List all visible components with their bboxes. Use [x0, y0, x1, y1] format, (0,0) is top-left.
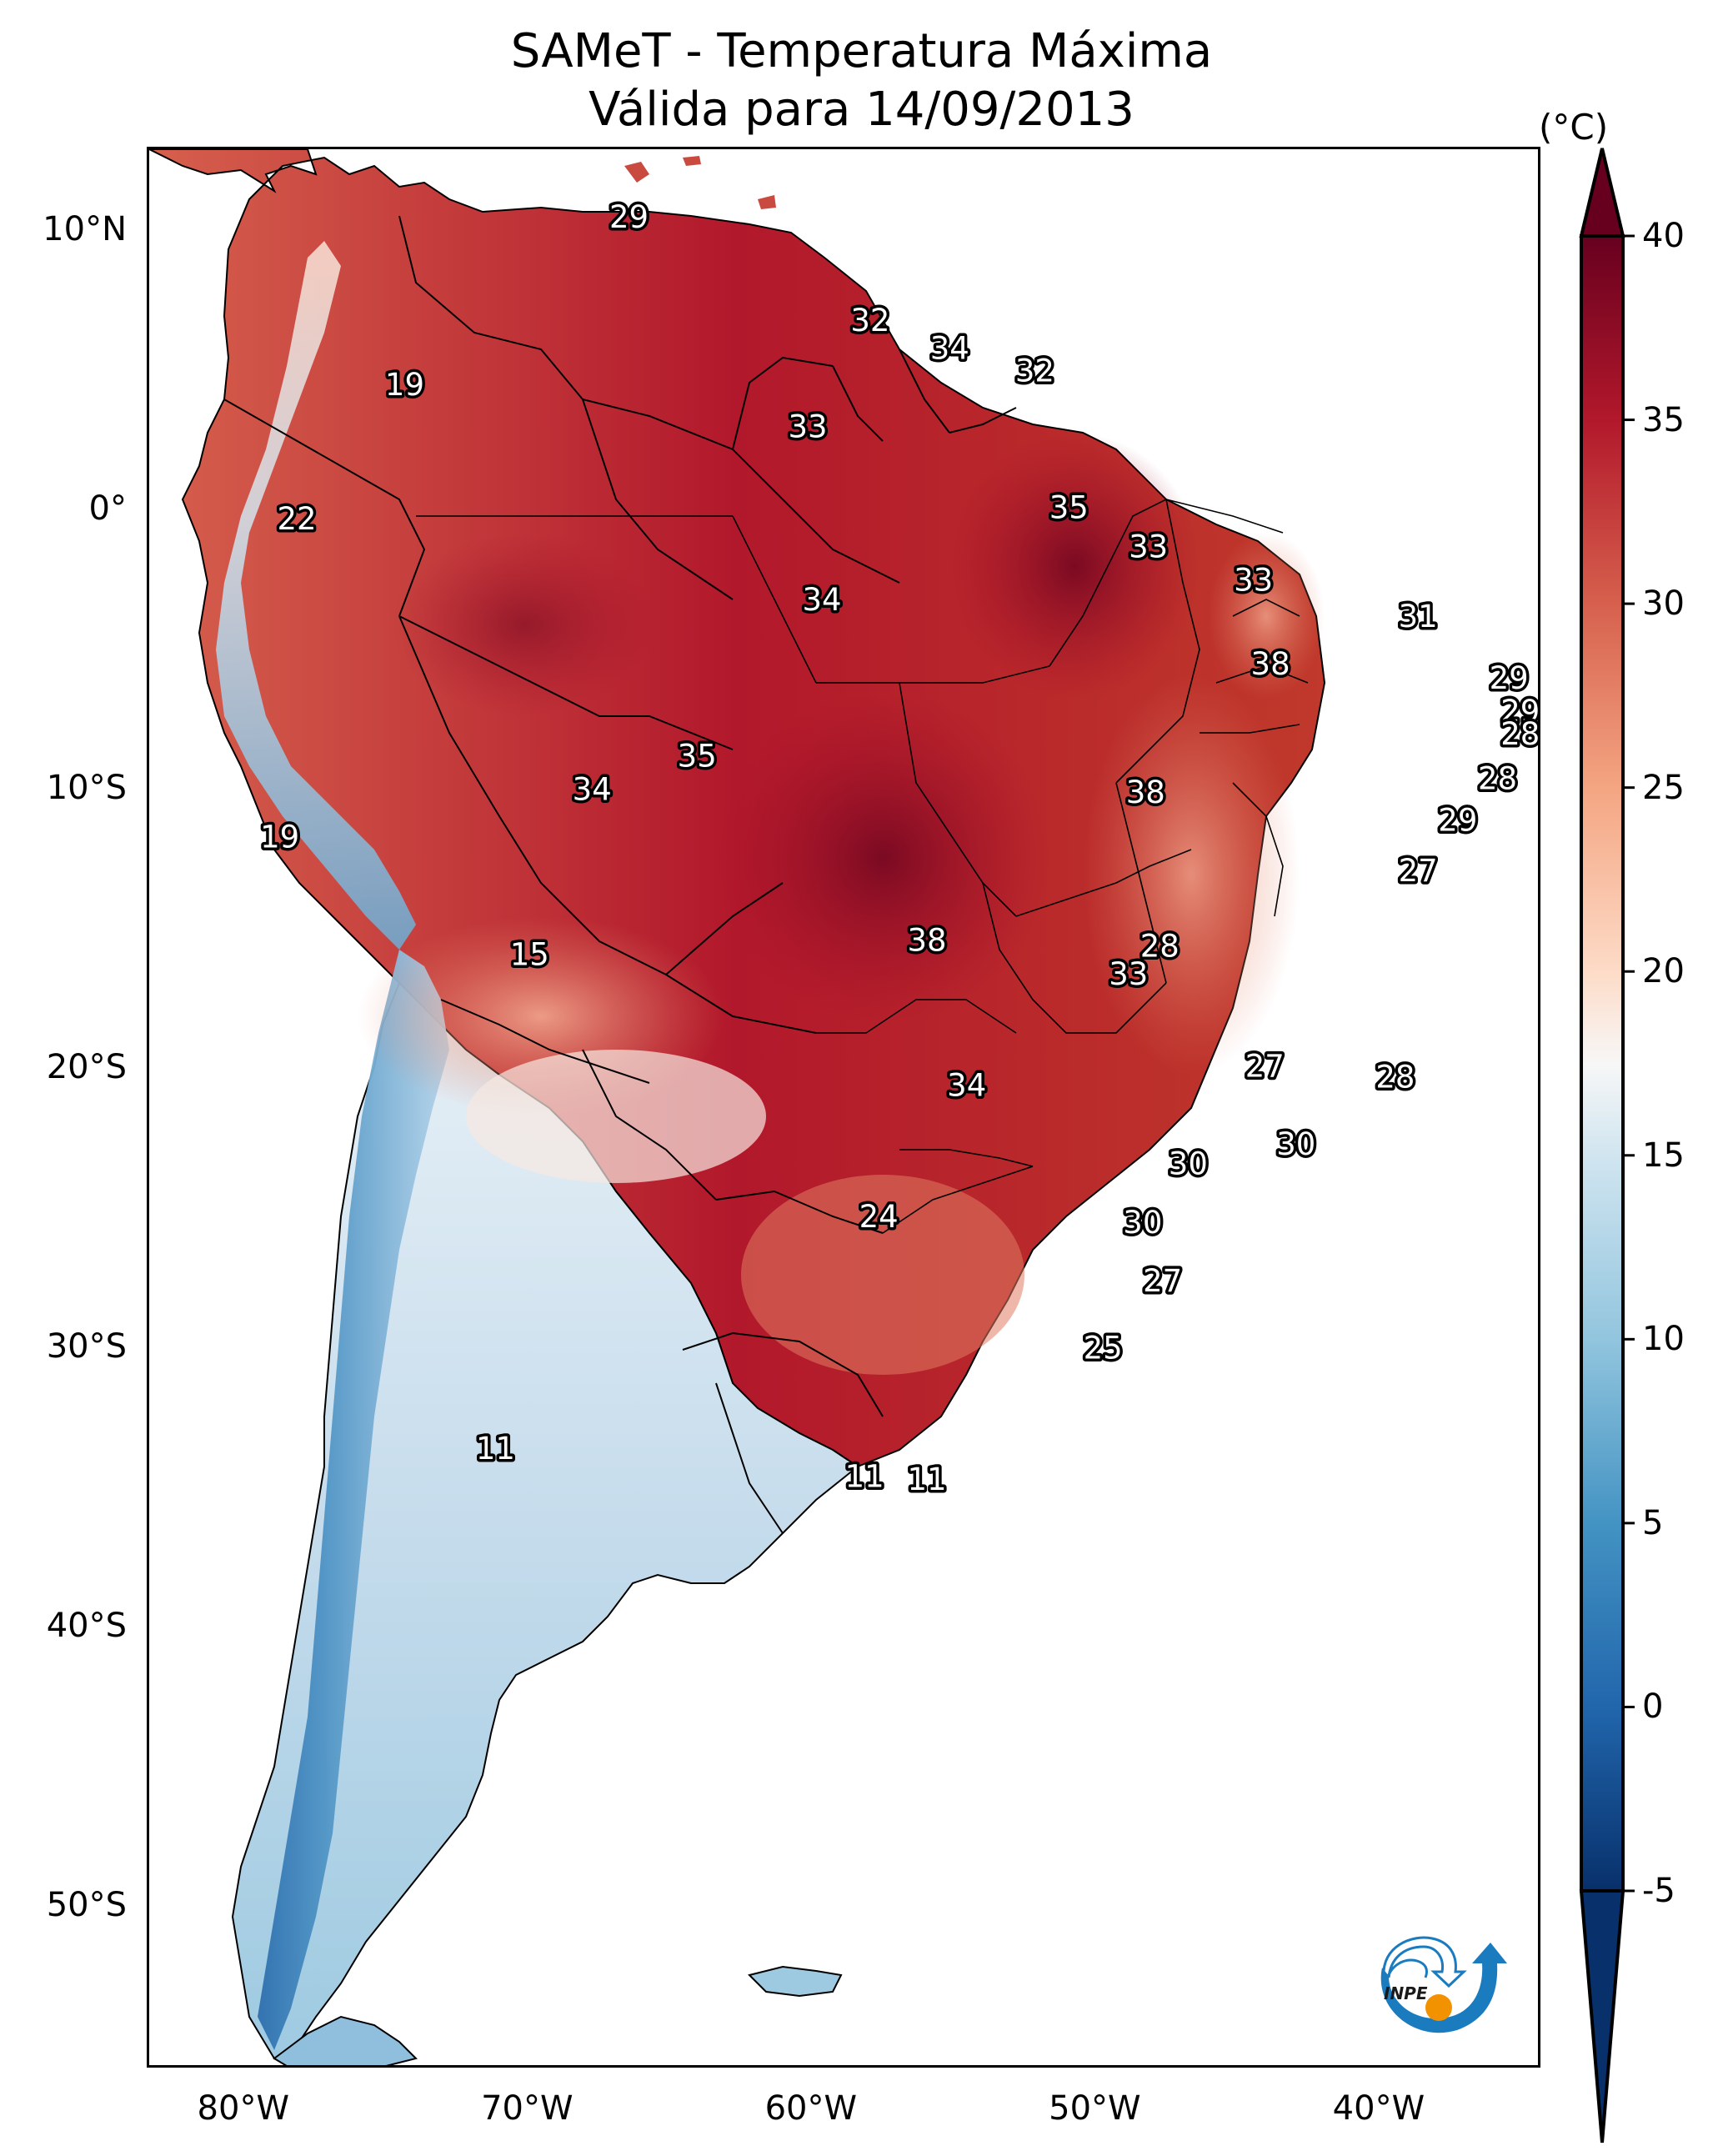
latitude-tick-label: 50°S — [46, 1885, 127, 1924]
temperature-label: 33 — [1129, 529, 1168, 564]
temperature-label: 29 — [1438, 803, 1477, 839]
temperature-label: 38 — [1251, 646, 1290, 682]
latitude-tick-label: 10°S — [46, 769, 127, 808]
latitude-tick-label: 20°S — [46, 1048, 127, 1087]
temperature-label: 35 — [1049, 490, 1089, 526]
caribbean-islands — [624, 156, 776, 209]
temperature-label: 27 — [1143, 1263, 1182, 1299]
logo-text: INPE — [1384, 1983, 1428, 2003]
south-brazil-warm — [741, 1175, 1024, 1375]
longitude-tick-label: 80°W — [197, 2089, 289, 2128]
longitude-tick-label: 50°W — [1049, 2089, 1141, 2128]
temperature-label: 38 — [908, 923, 947, 959]
temperature-label: 34 — [930, 331, 969, 367]
temperature-label: 34 — [803, 582, 842, 618]
colorbar-tick-label: 35 — [1642, 400, 1685, 439]
latitude-tick-label: 10°N — [43, 210, 127, 249]
colorbar-tick-label: 5 — [1642, 1503, 1664, 1542]
temperature-label: 29 — [1490, 660, 1529, 696]
colorbar-body — [1580, 234, 1625, 1893]
andes-cool-north — [216, 241, 416, 950]
temperature-label: 11 — [908, 1462, 947, 1497]
logo-inner-arrow-icon — [1382, 1936, 1467, 1988]
temperature-label: 25 — [1084, 1331, 1123, 1366]
colorbar-unit-label: (°C) — [1539, 107, 1609, 148]
temperature-label: 28 — [1478, 760, 1517, 796]
temperature-label: 30 — [1276, 1126, 1315, 1162]
latitude-tick-label: 0° — [88, 489, 127, 529]
tierra-del-fuego — [273, 2015, 418, 2065]
temperature-label: 34 — [573, 772, 612, 808]
chart-subtitle: Válida para 14/09/2013 — [589, 83, 1134, 137]
temperature-label: 34 — [947, 1068, 986, 1104]
temperature-label: 22 — [278, 501, 317, 537]
temperature-label: 28 — [1375, 1060, 1415, 1096]
colorbar-tick-label: 30 — [1642, 584, 1685, 624]
inpe-logo: INPE — [1380, 1936, 1507, 2033]
temperature-label: 29 — [609, 199, 649, 235]
longitude-tick-label: 60°W — [764, 2089, 858, 2128]
temperature-label: 28 — [1140, 928, 1180, 964]
northeast-tip-warm — [1208, 533, 1325, 699]
colorbar-tick-label: 10 — [1642, 1320, 1685, 1359]
latitude-tick-label: 40°S — [46, 1606, 127, 1645]
falklands — [748, 1965, 843, 1998]
temperature-label: 32 — [1015, 353, 1054, 389]
chart-title: SAMeT - Temperatura Máxima — [510, 24, 1213, 78]
colorbar — [1579, 148, 1635, 2143]
country-borders — [223, 215, 1017, 1534]
temperature-label: 32 — [850, 303, 889, 338]
temperature-label: 33 — [1234, 563, 1273, 599]
temperature-label: 30 — [1169, 1146, 1208, 1181]
logo-small-loop-icon — [1385, 1958, 1429, 1985]
colorbar-tick-label: 15 — [1642, 1136, 1685, 1175]
temperature-label: 27 — [1399, 853, 1438, 889]
colorbar-tick-label: 25 — [1642, 768, 1685, 807]
temperature-label: 24 — [859, 1199, 899, 1235]
map-plot-area: 29 19 22 32 34 32 33 35 33 33 34 31 38 29 29 28 28 29 27 35… — [147, 147, 1540, 2068]
state-borders — [416, 499, 1309, 1234]
hot-core-maranhao — [949, 433, 1200, 699]
temperature-label: 33 — [1109, 956, 1148, 992]
colorbar-tick-label: 0 — [1642, 1687, 1664, 1727]
latitude-tick-label: 30°S — [46, 1327, 127, 1366]
hot-core-matogrosso — [716, 691, 1049, 1025]
temperature-label: 19 — [260, 820, 299, 855]
longitude-tick-label: 40°W — [1332, 2089, 1425, 2128]
temperature-label: 31 — [1399, 599, 1438, 634]
temperature-label: 33 — [788, 409, 827, 444]
temperature-label: 38 — [1126, 775, 1165, 810]
colorbar-tick-label: 20 — [1642, 952, 1685, 991]
temperature-label: 11 — [476, 1431, 515, 1467]
longitude-tick-label: 70°W — [481, 2089, 573, 2128]
temperature-label: 15 — [510, 936, 549, 972]
east-coast-warm — [1083, 674, 1300, 1075]
andes-cool-south — [258, 950, 449, 2050]
hot-core-amazon — [391, 533, 658, 716]
colorbar-tick-label: 40 — [1642, 217, 1685, 255]
logo-orange-dot-icon — [1425, 1994, 1452, 2021]
colorbar-extend-max — [1579, 148, 1625, 238]
temperature-label: 27 — [1245, 1048, 1285, 1084]
temperature-label: 19 — [385, 367, 424, 403]
logo-swoosh-icon — [1380, 1943, 1507, 2033]
temperature-label: 11 — [845, 1459, 884, 1495]
colorbar-extend-min — [1579, 1889, 1625, 2143]
temperature-label: 35 — [678, 739, 717, 775]
temperature-label: 30 — [1123, 1205, 1162, 1241]
temperature-label: 28 — [1500, 716, 1540, 752]
colorbar-tick-label: -5 — [1642, 1872, 1675, 1910]
temperature-label: 29 — [1500, 694, 1540, 730]
